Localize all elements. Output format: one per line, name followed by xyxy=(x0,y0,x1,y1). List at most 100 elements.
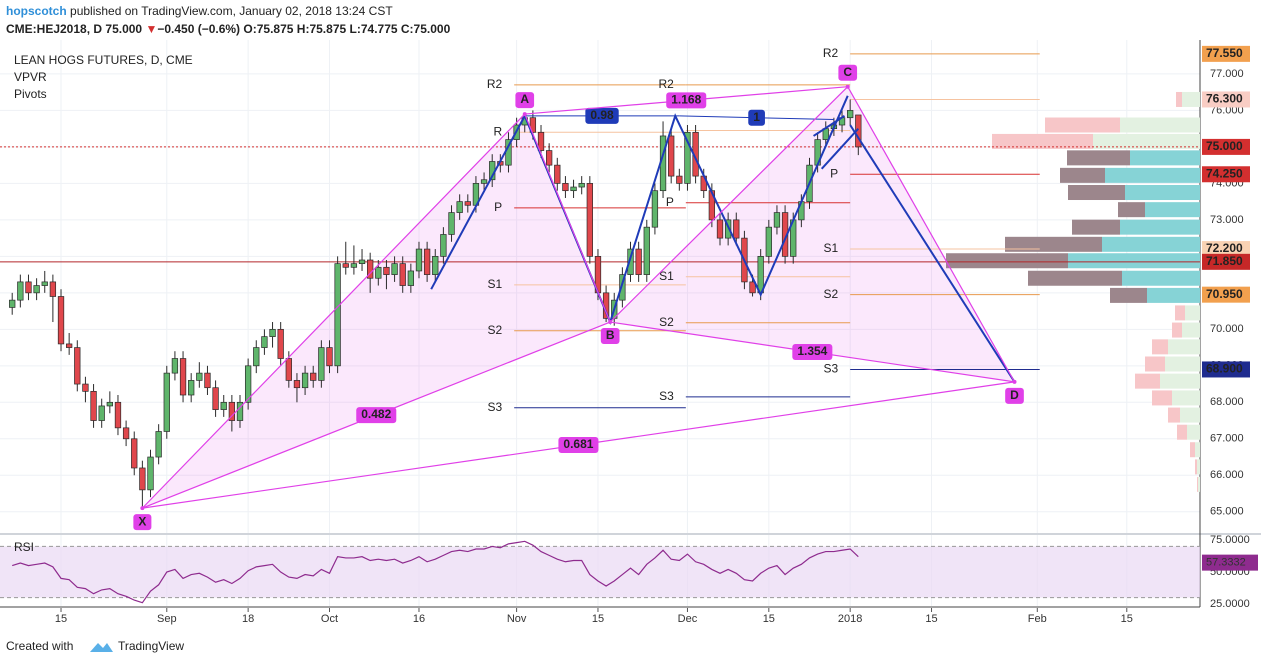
harmonic-point-label-box xyxy=(600,328,620,345)
candle-body xyxy=(179,358,187,396)
footer-brand[interactable]: TradingView xyxy=(118,639,184,653)
price-tag xyxy=(1202,241,1250,258)
vp-down xyxy=(1067,150,1130,166)
abcd-ratio: 0.98 xyxy=(590,108,614,122)
rsi-tick-label: 75.0000 xyxy=(1210,534,1250,546)
vp-down xyxy=(1152,390,1172,406)
candle-body xyxy=(399,263,406,286)
price-tag xyxy=(1202,91,1250,108)
pivot-label: P xyxy=(666,195,674,209)
candle-body xyxy=(131,438,138,469)
price-tag-label: 75.000 xyxy=(1206,139,1243,153)
harmonic-point xyxy=(140,506,145,511)
legend-vpvr: VPVR xyxy=(14,70,47,84)
candle-body xyxy=(391,263,398,275)
vp-down xyxy=(1028,270,1122,286)
price-tag-label: 74.250 xyxy=(1206,166,1243,180)
harmonic-ratio-box xyxy=(558,436,599,453)
pivot-label: S1 xyxy=(823,241,838,255)
price-tag xyxy=(1202,253,1250,270)
harmonic-ratio-box xyxy=(666,92,707,109)
pivot-label: S1 xyxy=(487,277,502,291)
pivot-label: S3 xyxy=(659,389,674,403)
candle-body xyxy=(651,190,659,228)
price-tag-label: 68.900 xyxy=(1206,362,1243,376)
candle-body xyxy=(9,299,16,308)
candle-body xyxy=(49,281,57,297)
candle-body xyxy=(293,380,301,389)
price-tag xyxy=(1202,361,1250,378)
y-tick-label: 77.000 xyxy=(1210,68,1244,80)
vp-down xyxy=(1176,91,1182,107)
vp-up xyxy=(1198,476,1200,492)
candle-body xyxy=(757,256,764,294)
abcd-segment xyxy=(820,127,860,170)
vp-up xyxy=(1130,150,1200,166)
candle-body xyxy=(423,248,431,275)
vp-down xyxy=(1168,407,1180,423)
vp-up xyxy=(1180,407,1200,423)
pivot-label: R xyxy=(493,124,502,138)
candle-body xyxy=(407,270,414,286)
candle-body xyxy=(383,266,390,275)
candle-body xyxy=(358,259,366,265)
y-tick-label: 73.000 xyxy=(1210,214,1244,226)
pivot-label: P xyxy=(830,166,838,180)
candle-body xyxy=(122,427,130,440)
harmonic-ratio: 0.681 xyxy=(563,437,593,451)
arrow: ▼ xyxy=(145,22,157,36)
candle-body xyxy=(155,431,162,458)
publisher[interactable]: hopscotch xyxy=(6,4,67,18)
vp-down xyxy=(1045,117,1120,133)
vp-down xyxy=(1197,476,1198,492)
candle-body xyxy=(537,131,545,151)
abcd-ratio-box xyxy=(748,109,765,126)
vp-up xyxy=(1102,236,1200,252)
price-tag-label: 71.850 xyxy=(1206,254,1243,268)
vp-up xyxy=(1147,287,1200,303)
price-tag xyxy=(1202,45,1250,62)
candle-body xyxy=(33,285,40,294)
candle-body xyxy=(480,179,488,184)
candle-body xyxy=(204,372,211,389)
vp-up xyxy=(1182,91,1200,107)
vp-down xyxy=(1177,424,1187,440)
y-tick-label: 68.000 xyxy=(1210,396,1244,408)
candle-body xyxy=(684,131,691,184)
candle-body xyxy=(350,263,358,268)
candle-body xyxy=(25,281,32,294)
candle-body xyxy=(773,212,781,228)
candle-body xyxy=(310,372,317,381)
candle-body xyxy=(415,248,423,272)
x-tick-label: 15 xyxy=(1121,613,1133,625)
abcd-ratio-box xyxy=(585,107,619,124)
footer-created: Created with xyxy=(6,639,73,653)
candle-body xyxy=(163,372,170,432)
rsi-line xyxy=(12,540,859,604)
candle-body xyxy=(139,467,146,491)
vp-up xyxy=(1093,133,1200,149)
published: published on TradingView.com, January 02… xyxy=(70,4,393,18)
change: −0.450 (−0.6%) xyxy=(157,22,240,36)
candle-body xyxy=(301,372,309,389)
x-tick-label: 15 xyxy=(763,613,775,625)
price-tag-label: 76.300 xyxy=(1206,92,1243,106)
vp-down xyxy=(1005,236,1102,252)
candle-body xyxy=(578,183,585,188)
vp-down xyxy=(1135,373,1160,389)
candle-body xyxy=(90,391,97,421)
harmonic-point-label: B xyxy=(606,328,615,342)
candle-body xyxy=(106,401,113,407)
x-tick-label: 2018 xyxy=(838,613,862,625)
vp-up xyxy=(1197,459,1200,475)
candle-body xyxy=(17,281,24,301)
harmonic-point-label: X xyxy=(138,514,146,528)
vp-up xyxy=(1120,117,1200,133)
candle-body xyxy=(448,212,455,235)
candle-body xyxy=(749,281,756,294)
harmonic-line xyxy=(141,113,526,509)
candle-body xyxy=(847,110,854,119)
candle-body xyxy=(619,274,626,301)
abcd-segment xyxy=(813,115,846,137)
